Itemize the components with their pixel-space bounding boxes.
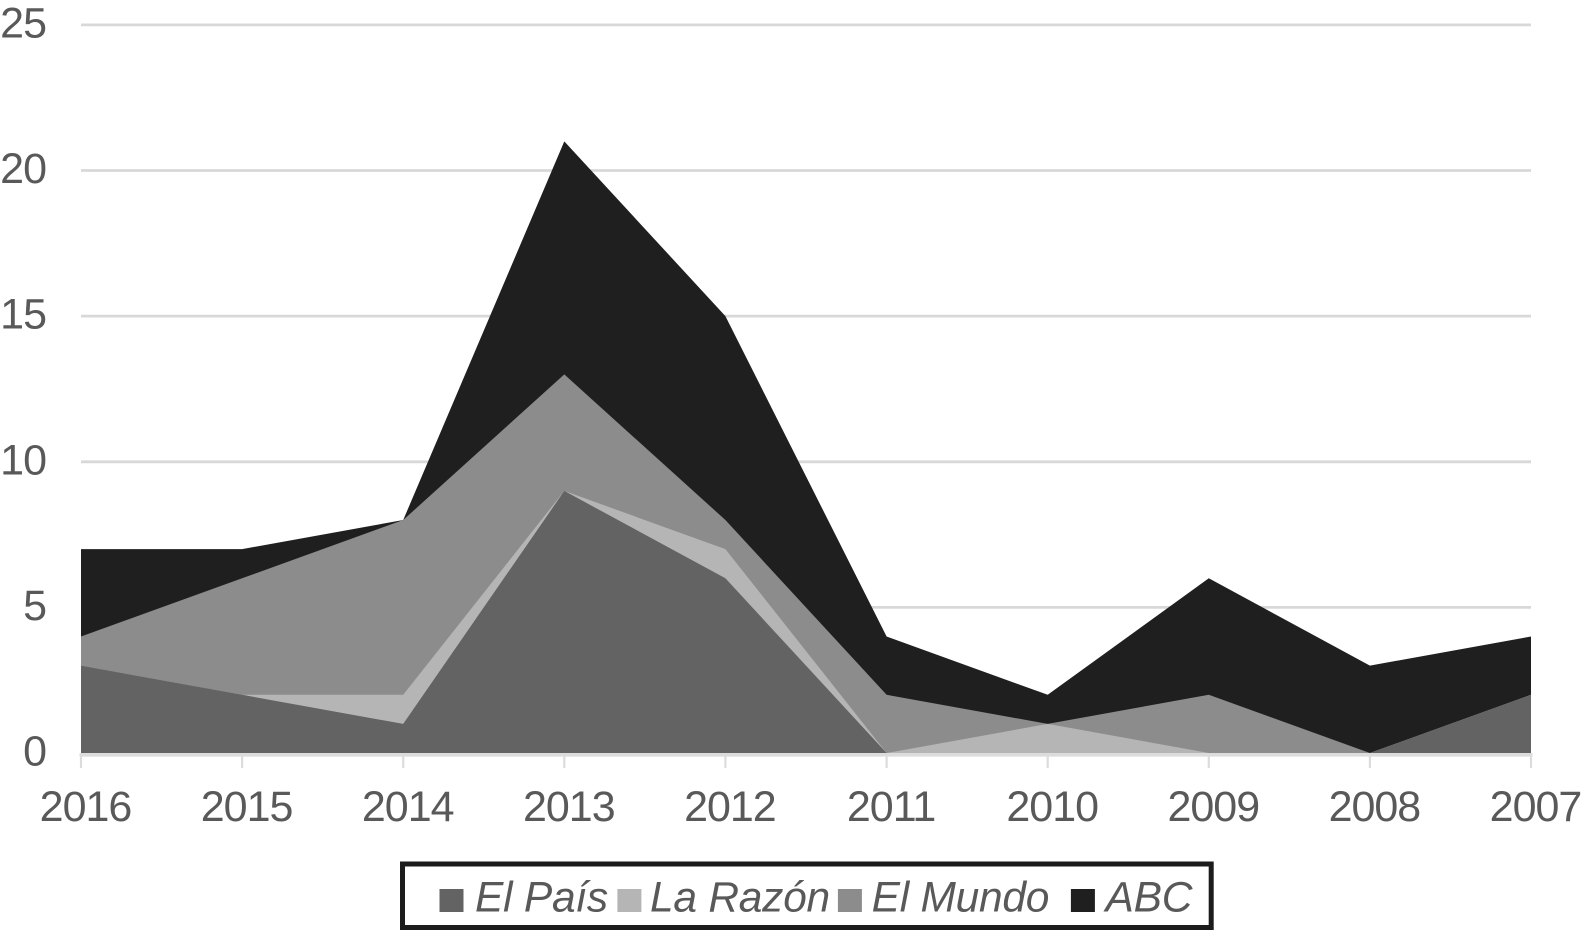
svg-text:20: 20 — [0, 145, 46, 193]
svg-text:2007: 2007 — [1490, 783, 1582, 831]
svg-text:2012: 2012 — [684, 783, 776, 831]
svg-text:0: 0 — [23, 728, 46, 776]
svg-text:2015: 2015 — [201, 783, 293, 831]
svg-text:2010: 2010 — [1006, 783, 1098, 831]
svg-text:El País: El País — [475, 875, 608, 922]
svg-text:25: 25 — [0, 0, 46, 48]
svg-text:2013: 2013 — [523, 783, 615, 831]
svg-text:15: 15 — [0, 291, 46, 339]
svg-text:2016: 2016 — [40, 783, 132, 831]
svg-text:2011: 2011 — [847, 783, 935, 831]
svg-text:2008: 2008 — [1329, 783, 1421, 831]
svg-text:La Razón: La Razón — [650, 875, 830, 922]
svg-text:5: 5 — [23, 582, 46, 630]
svg-text:ABC: ABC — [1103, 875, 1193, 922]
svg-text:10: 10 — [0, 436, 46, 484]
svg-text:2009: 2009 — [1167, 783, 1259, 831]
svg-text:El Mundo: El Mundo — [872, 875, 1050, 922]
svg-text:2014: 2014 — [362, 783, 454, 831]
